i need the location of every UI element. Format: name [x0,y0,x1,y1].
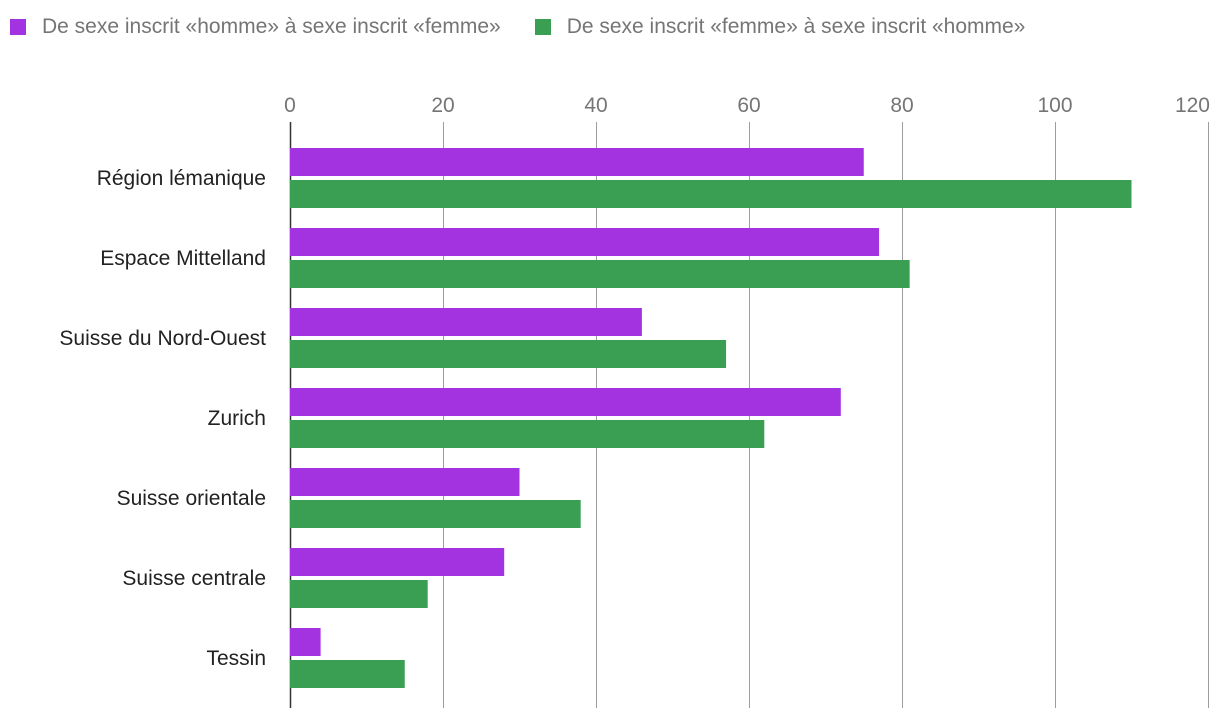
category-label: Tessin [206,647,266,670]
bar-series-1-4 [290,468,520,496]
legend-swatch-series-2 [534,19,551,35]
x-tick-label: 0 [284,94,296,117]
legend-item-series-1: De sexe inscrit «homme» à sexe inscrit «… [10,15,501,39]
bar-series-1-0 [290,148,864,176]
bar-series-2-2 [290,340,727,368]
category-label: Zurich [208,407,266,430]
legend-swatch-series-1 [10,19,26,35]
x-tick-label: 120 [1175,94,1210,117]
legend-item-series-2: De sexe inscrit «femme» à sexe inscrit «… [534,15,1026,39]
bar-series-2-5 [290,580,428,608]
bar-series-2-4 [290,500,581,528]
legend-label-series-1: De sexe inscrit «homme» à sexe inscrit «… [42,15,501,38]
bar-series-1-2 [290,308,642,336]
x-tick-label: 80 [890,94,913,117]
bar-series-1-5 [290,548,505,576]
bar-series-1-1 [290,228,880,256]
category-label: Suisse orientale [117,487,266,510]
x-tick-label: 20 [431,94,454,117]
x-axis-ticks: 0 20 40 60 80 100 120 [284,94,1210,117]
category-label: Espace Mittelland [100,247,266,270]
category-label: Suisse centrale [122,567,266,590]
x-tick-label: 100 [1037,94,1072,117]
category-label: Suisse du Nord-Ouest [59,327,266,350]
bar-series-2-0 [290,180,1132,208]
bar-series-1-6 [290,628,321,656]
legend-label-series-2: De sexe inscrit «femme» à sexe inscrit «… [566,15,1026,38]
bar-series-1-3 [290,388,841,416]
bar-series-2-6 [290,660,405,688]
legend: De sexe inscrit «homme» à sexe inscrit «… [10,12,1059,42]
x-tick-label: 60 [737,94,760,117]
category-label: Région lémanique [97,167,266,190]
category-labels: Région lémanique Espace Mittelland Suisse … [59,167,266,670]
x-tick-label: 40 [584,94,607,117]
bar-series-2-1 [290,260,910,288]
bars [290,148,1132,688]
bar-series-2-3 [290,420,765,448]
